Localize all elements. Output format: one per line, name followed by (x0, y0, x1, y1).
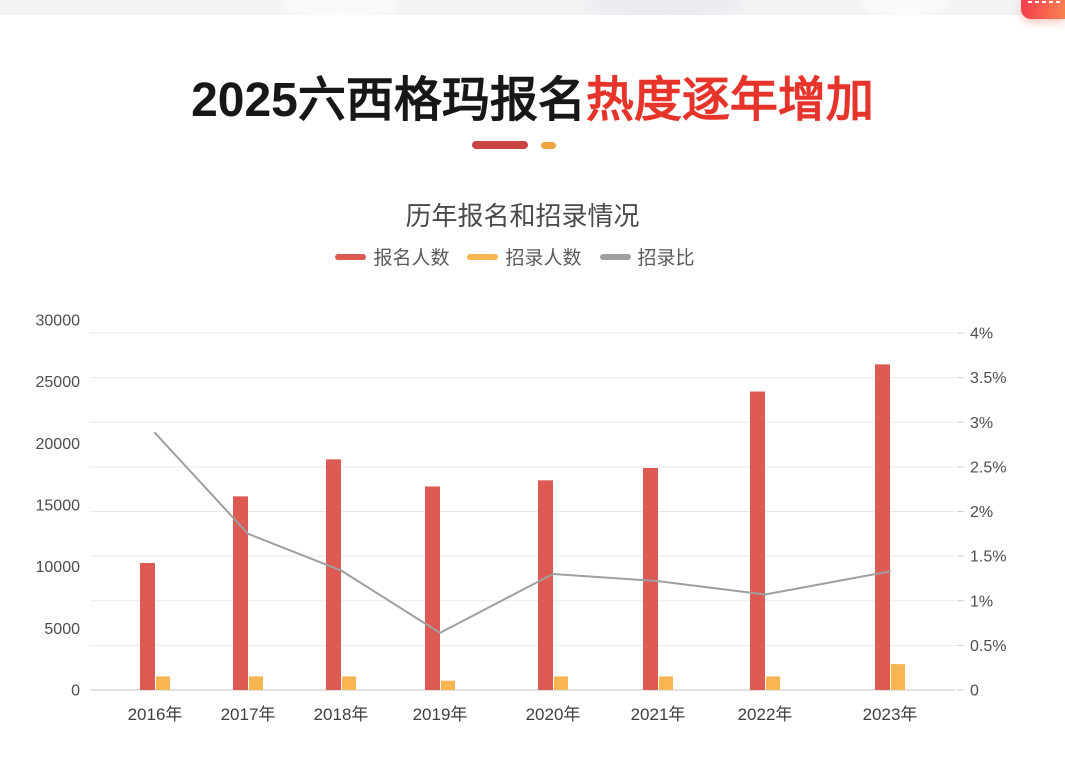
left-axis-label: 25000 (36, 374, 81, 391)
chart-title: 历年报名和招录情况 (405, 201, 640, 231)
legend-item-admissions[interactable]: 招录人数 (467, 243, 582, 270)
x-axis-label: 2021年 (631, 705, 686, 724)
x-axis-label: 2023年 (863, 705, 918, 724)
bar-2017年-招录人数 (249, 676, 263, 690)
legend-label-registrations: 报名人数 (373, 248, 450, 269)
banner-decoration (280, 0, 400, 15)
right-axis-label: 1% (970, 593, 993, 610)
legend-swatch-ratio (599, 253, 631, 260)
right-axis-label: 3.5% (970, 370, 1006, 387)
bar-2023年-报名人数 (875, 364, 890, 690)
left-axis-label: 30000 (36, 313, 81, 330)
bar-2020年-报名人数 (538, 480, 553, 690)
bar-2022年-报名人数 (750, 391, 765, 690)
bar-2021年-报名人数 (643, 468, 658, 690)
bar-2023年-招录人数 (891, 664, 905, 690)
x-axis-label: 2017年 (221, 705, 276, 724)
bar-2016年-招录人数 (156, 676, 170, 690)
legend-label-ratio: 招录比 (637, 248, 695, 269)
right-axis-label: 4% (970, 326, 993, 343)
left-axis-label: 15000 (36, 498, 81, 515)
left-axis-label: 20000 (36, 436, 81, 453)
bar-2019年-招录人数 (441, 680, 455, 690)
legend-swatch-admissions (467, 253, 499, 260)
x-axis-label: 2020年 (526, 705, 581, 724)
title-underline (0, 141, 1028, 149)
bar-2020年-招录人数 (554, 676, 568, 690)
left-axis-label: 10000 (36, 559, 81, 576)
right-axis-label: 0.5% (970, 638, 1006, 655)
left-axis-label: 5000 (44, 621, 80, 638)
legend-item-registrations[interactable]: 报名人数 (335, 243, 449, 270)
page-title-black: 2025六西格玛报名 (191, 74, 586, 127)
bar-2022年-招录人数 (766, 676, 780, 690)
x-axis-label: 2018年 (314, 705, 369, 724)
page-title-red: 热度逐年增加 (585, 74, 874, 127)
bar-2017年-报名人数 (233, 496, 248, 690)
ratio-line (154, 431, 891, 634)
banner-decoration (590, 0, 740, 15)
left-axis-label: 0 (71, 683, 80, 700)
right-axis-label: 0 (970, 683, 979, 700)
bar-2018年-招录人数 (342, 676, 356, 690)
right-axis-label: 3% (970, 415, 993, 432)
x-axis-label: 2019年 (413, 705, 468, 724)
chart-legend: 报名人数 招录人数 招录比 (0, 243, 1030, 270)
page-title: 2025六西格玛报名热度逐年增加 (0, 76, 1065, 126)
title-underline-orange-bar (541, 141, 556, 149)
x-axis-label: 2016年 (128, 705, 183, 724)
title-underline-red-bar (472, 141, 528, 149)
banner-decoration (860, 0, 950, 15)
legend-item-ratio[interactable]: 招录比 (599, 243, 695, 270)
bar-2016年-报名人数 (140, 562, 155, 690)
right-axis-label: 1.5% (970, 549, 1006, 566)
right-axis-label: 2.5% (970, 459, 1006, 476)
bar-2019年-报名人数 (425, 486, 440, 690)
promo-button-text-cutoff (1028, 1, 1060, 3)
bar-2018年-报名人数 (326, 459, 341, 690)
top-banner (0, 0, 1065, 15)
x-axis-label: 2022年 (738, 705, 793, 724)
legend-label-admissions: 招录人数 (505, 248, 582, 269)
promo-button[interactable] (1021, 0, 1065, 19)
right-axis-label: 2% (970, 504, 993, 521)
bar-2021年-招录人数 (659, 676, 673, 690)
legend-swatch-registrations (335, 253, 367, 260)
